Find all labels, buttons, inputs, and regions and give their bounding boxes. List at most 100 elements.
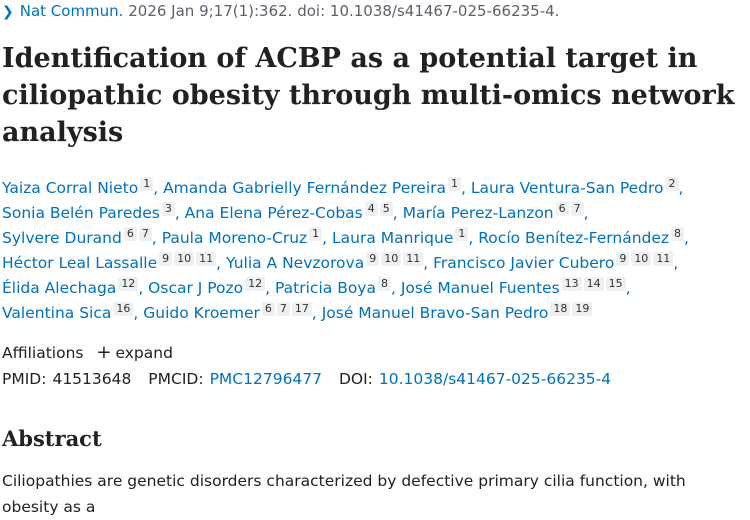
- author-item: Paula Moreno-Cruz 1: [161, 227, 323, 247]
- author-name-link[interactable]: Ana Elena Pérez-Cobas: [184, 204, 363, 222]
- author-item: Valentina Sica 16: [2, 302, 134, 322]
- author-name-link[interactable]: Laura Ventura-San Pedro: [470, 179, 664, 197]
- abstract-heading: Abstract: [2, 426, 102, 451]
- author-name-link[interactable]: Paula Moreno-Cruz: [161, 229, 308, 247]
- author-name-link[interactable]: Élida Alechaga: [2, 279, 117, 297]
- author-name-link[interactable]: Oscar J Pozo: [148, 279, 244, 297]
- affiliation-ref-badge[interactable]: 2: [665, 177, 679, 191]
- author-item: Yulia A Nevzorova 9 10 11: [226, 252, 424, 272]
- affiliation-ref-badge[interactable]: 6: [555, 202, 569, 216]
- author-separator: ,: [322, 229, 333, 247]
- author-name-link[interactable]: María Perez-Lanzon: [402, 204, 554, 222]
- affiliation-ref-badge[interactable]: 1: [140, 177, 154, 191]
- citation-line: ❯ Nat Commun. 2026 Jan 9;17(1):362. doi: …: [2, 2, 559, 20]
- author-name-link[interactable]: Yulia A Nevzorova: [226, 254, 365, 272]
- affiliation-ref-badge[interactable]: 3: [161, 202, 175, 216]
- affiliation-ref-badge[interactable]: 5: [379, 202, 393, 216]
- affiliation-ref-badge[interactable]: 12: [118, 277, 139, 291]
- expand-affiliations-button[interactable]: + expand: [96, 342, 173, 363]
- author-item: Guido Kroemer 6 7 17: [143, 302, 312, 322]
- author-separator: ,: [138, 279, 149, 297]
- affiliation-ref-badge[interactable]: 11: [653, 252, 674, 266]
- author-separator: ,: [625, 279, 631, 297]
- abstract-text: Ciliopathies are genetic disorders chara…: [2, 472, 686, 516]
- affiliation-ref-badge[interactable]: 7: [570, 202, 584, 216]
- affiliation-ref-badge[interactable]: 9: [366, 252, 380, 266]
- author-name-link[interactable]: Sonia Belén Paredes: [2, 204, 160, 222]
- author-name-link[interactable]: José Manuel Bravo-San Pedro: [321, 304, 549, 322]
- affiliation-ref-badge[interactable]: 7: [276, 302, 290, 316]
- affiliation-ref-badge[interactable]: 10: [381, 252, 402, 266]
- citation-details: 2026 Jan 9;17(1):362. doi: 10.1038/s4146…: [128, 2, 560, 20]
- author-separator: ,: [174, 204, 185, 222]
- affiliation-ref-badge[interactable]: 10: [631, 252, 652, 266]
- author-name-link[interactable]: José Manuel Fuentes: [400, 279, 560, 297]
- affiliation-ref-badge[interactable]: 19: [572, 302, 593, 316]
- author-item: José Manuel Fuentes 13 14 15: [400, 277, 626, 297]
- author-separator: ,: [133, 304, 144, 322]
- author-separator: ,: [216, 254, 226, 272]
- journal-link[interactable]: Nat Commun.: [19, 2, 124, 20]
- affiliation-ref-badge[interactable]: 8: [671, 227, 685, 241]
- affiliation-ref-badge[interactable]: 11: [196, 252, 217, 266]
- affiliation-ref-badge[interactable]: 17: [291, 302, 312, 316]
- author-separator: ,: [678, 179, 684, 197]
- author-item: Héctor Leal Lassalle 9 10 11: [2, 252, 217, 272]
- doi-link[interactable]: 10.1038/s41467-025-66235-4: [378, 370, 612, 388]
- affiliation-ref-badge[interactable]: 10: [174, 252, 195, 266]
- affiliation-ref-badge[interactable]: 13: [561, 277, 582, 291]
- author-separator: ,: [390, 279, 401, 297]
- pmid-label: PMID:: [2, 370, 47, 388]
- affiliation-ref-badge[interactable]: 7: [138, 227, 152, 241]
- author-separator: ,: [468, 229, 479, 247]
- affiliation-ref-badge[interactable]: 15: [605, 277, 626, 291]
- affiliation-ref-badge[interactable]: 1: [309, 227, 323, 241]
- affiliation-ref-badge[interactable]: 8: [377, 277, 391, 291]
- affiliation-ref-badge[interactable]: 18: [550, 302, 571, 316]
- chevron-right-icon[interactable]: ❯: [2, 4, 14, 20]
- author-item: Francisco Javier Cubero 9 10 11: [433, 252, 674, 272]
- author-separator: ,: [423, 254, 434, 272]
- author-name-link[interactable]: Amanda Gabrielly Fernández Pereira: [163, 179, 447, 197]
- author-name-link[interactable]: Sylvere Durand: [2, 229, 122, 247]
- pmid-value: 41513648: [52, 370, 132, 388]
- author-item: Patricia Boya 8: [275, 277, 391, 297]
- author-item: Sylvere Durand 6 7: [2, 227, 152, 247]
- author-name-link[interactable]: Laura Manrique: [332, 229, 454, 247]
- author-name-link[interactable]: Rocío Benítez-Fernández: [478, 229, 670, 247]
- author-separator: ,: [583, 204, 589, 222]
- affiliation-ref-badge[interactable]: 16: [113, 302, 134, 316]
- pmcid-label: PMCID:: [148, 370, 204, 388]
- affiliation-ref-badge[interactable]: 9: [616, 252, 630, 266]
- author-separator: ,: [153, 179, 164, 197]
- author-separator: ,: [151, 229, 162, 247]
- affiliation-ref-badge[interactable]: 4: [364, 202, 378, 216]
- author-item: Rocío Benítez-Fernández 8: [478, 227, 685, 247]
- author-name-link[interactable]: Héctor Leal Lassalle: [2, 254, 158, 272]
- affiliation-ref-badge[interactable]: 1: [455, 227, 469, 241]
- author-separator: ,: [461, 179, 471, 197]
- author-name-link[interactable]: Valentina Sica: [2, 304, 112, 322]
- affiliation-ref-badge[interactable]: 6: [261, 302, 275, 316]
- affiliation-ref-badge[interactable]: 6: [123, 227, 137, 241]
- affiliation-ref-badge[interactable]: 1: [448, 177, 462, 191]
- article-title: Identification of ACBP as a potential ta…: [2, 43, 735, 148]
- affiliations-label: Affiliations: [2, 344, 84, 362]
- doi-label: DOI:: [338, 370, 373, 388]
- affiliations-row: Affiliations + expand: [2, 342, 173, 363]
- affiliation-ref-badge[interactable]: 12: [245, 277, 266, 291]
- author-list: Yaiza Corral Nieto 1, Amanda Gabrielly Fe…: [2, 176, 747, 326]
- pmcid-link[interactable]: PMC12796477: [209, 370, 323, 388]
- affiliation-ref-badge[interactable]: 9: [159, 252, 173, 266]
- author-item: Amanda Gabrielly Fernández Pereira 1: [163, 177, 462, 197]
- author-separator: ,: [392, 204, 403, 222]
- affiliation-ref-badge[interactable]: 14: [583, 277, 604, 291]
- affiliation-ref-badge[interactable]: 11: [403, 252, 424, 266]
- author-item: Yaiza Corral Nieto 1: [2, 177, 154, 197]
- author-name-link[interactable]: Yaiza Corral Nieto: [2, 179, 139, 197]
- expand-label: expand: [115, 344, 173, 362]
- author-name-link[interactable]: Guido Kroemer: [143, 304, 260, 322]
- author-name-link[interactable]: Francisco Javier Cubero: [433, 254, 615, 272]
- author-item: José Manuel Bravo-San Pedro 18 19: [321, 302, 593, 322]
- author-name-link[interactable]: Patricia Boya: [275, 279, 376, 297]
